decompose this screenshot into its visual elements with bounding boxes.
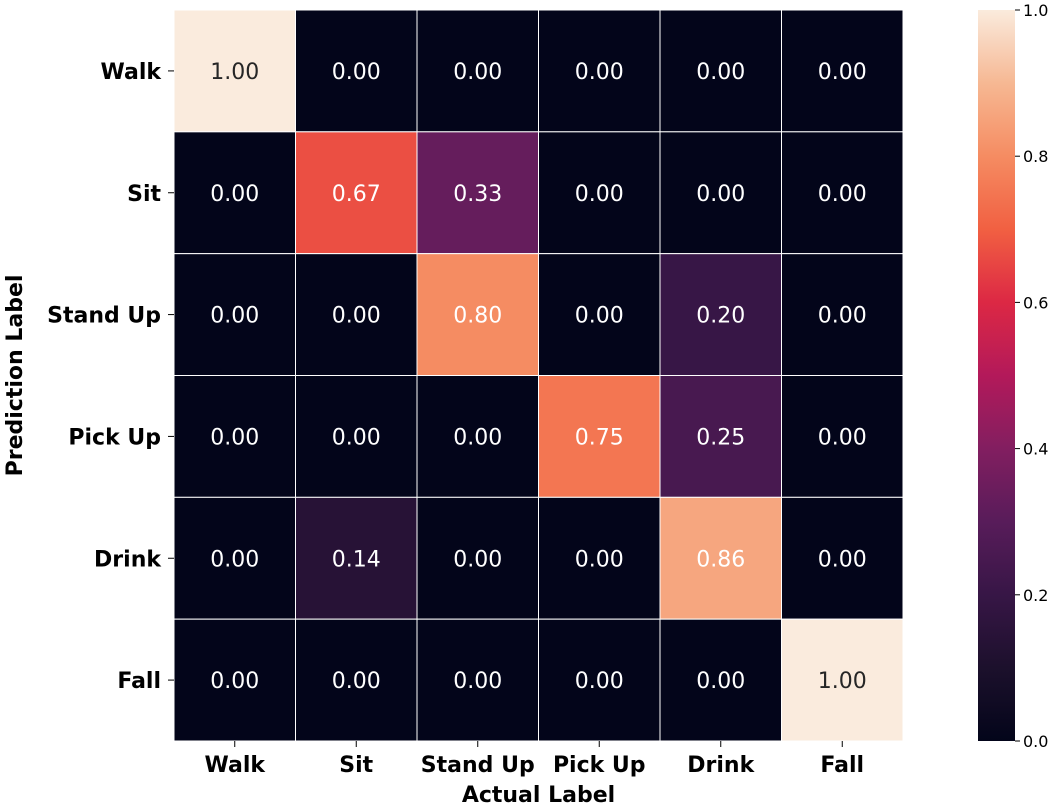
cell-value-label: 0.80 [453, 304, 502, 329]
heatmap-cells: 1.00 0.00 0.00 0.00 0.00 0.00 0.00 0.67 0.33 0.00… [173, 9, 904, 742]
heatmap-cell [173, 618, 296, 742]
heatmap-cell [538, 496, 661, 620]
heatmap-cell [659, 9, 782, 133]
y-tick-label: Pick Up [68, 425, 161, 450]
cell-value-label: 0.00 [818, 547, 867, 572]
colorbar-tick-label: 0.6 [1023, 293, 1048, 312]
heatmap-cell [173, 253, 296, 377]
cell-value-label: 0.00 [575, 304, 624, 329]
cell-value-label: 0.25 [696, 425, 745, 450]
heatmap-cell [173, 9, 296, 133]
heatmap-cell [659, 375, 782, 498]
heatmap-cell [416, 9, 539, 133]
colorbar-tick-label: 1.0 [1023, 1, 1048, 20]
cell-value-label: 0.00 [210, 425, 259, 450]
cell-value-label: 0.00 [210, 182, 259, 207]
cell-value-label: 0.00 [818, 304, 867, 329]
cell-value-label: 0.00 [332, 304, 381, 329]
cell-value-label: 0.00 [210, 669, 259, 694]
x-tick-label: Sit [339, 753, 373, 778]
heatmap-cell [295, 375, 418, 498]
cell-value-label: 0.00 [696, 60, 745, 85]
heatmap-cell [295, 9, 418, 133]
x-tick-label: Walk [205, 753, 267, 778]
heatmap-cell [781, 618, 904, 742]
cell-value-label: 0.00 [453, 425, 502, 450]
cell-value-label: 0.00 [210, 304, 259, 329]
cell-value-label: 0.00 [453, 547, 502, 572]
colorbar-tick-label: 0.0 [1023, 732, 1048, 751]
heatmap-cell [295, 131, 418, 255]
cell-value-label: 0.00 [696, 669, 745, 694]
cell-value-label: 0.14 [332, 547, 381, 572]
cell-value-label: 0.86 [696, 547, 745, 572]
colorbar-tick-label: 0.2 [1023, 586, 1048, 605]
y-axis-label: Prediction Label [3, 275, 28, 477]
heatmap-cell [416, 253, 539, 377]
heatmap-cell [781, 375, 904, 498]
heatmap-cell [781, 131, 904, 255]
cell-value-label: 0.00 [818, 60, 867, 85]
cell-value-label: 0.00 [575, 182, 624, 207]
heatmap-cell [781, 496, 904, 620]
cell-value-label: 0.00 [210, 547, 259, 572]
cell-value-label: 0.00 [575, 547, 624, 572]
colorbar-tick-label: 0.4 [1023, 440, 1048, 459]
x-tick-label: Drink [687, 753, 755, 778]
cell-value-label: 0.67 [332, 182, 381, 207]
heatmap-cell [416, 496, 539, 620]
cell-value-label: 0.00 [332, 425, 381, 450]
heatmap-cell [659, 618, 782, 742]
cell-value-label: 0.75 [575, 425, 624, 450]
x-tick-label: Stand Up [421, 753, 535, 778]
cell-value-label: 0.33 [453, 182, 502, 207]
x-tick-label: Pick Up [553, 753, 646, 778]
cell-value-label: 0.00 [453, 60, 502, 85]
cell-value-label: 0.00 [575, 60, 624, 85]
heatmap-cell [538, 131, 661, 255]
cell-value-label: 0.00 [453, 669, 502, 694]
heatmap-cell [781, 9, 904, 133]
x-axis-ticks: Walk Sit Stand Up Pick Up Drink Fall [205, 741, 864, 778]
cell-value-label: 0.00 [332, 669, 381, 694]
x-tick-label: Fall [820, 753, 864, 778]
heatmap-cell [659, 253, 782, 377]
y-tick-label: Walk [101, 60, 163, 85]
cell-value-label: 1.00 [210, 60, 259, 85]
colorbar-tick-label: 0.8 [1023, 147, 1048, 166]
y-tick-label: Fall [117, 669, 161, 694]
heatmap-cell [295, 253, 418, 377]
heatmap-cell [659, 496, 782, 620]
heatmap-cell [538, 375, 661, 498]
colorbar-gradient [978, 10, 1015, 741]
heatmap-cell [416, 375, 539, 498]
y-tick-label: Drink [94, 547, 162, 572]
y-tick-label: Sit [127, 182, 161, 207]
heatmap-cell [781, 253, 904, 377]
cell-value-label: 0.00 [818, 182, 867, 207]
cell-value-label: 0.00 [696, 182, 745, 207]
cell-value-label: 0.00 [818, 425, 867, 450]
y-axis-ticks: Walk Sit Stand Up Pick Up Drink Fall [47, 60, 174, 694]
y-tick-label: Stand Up [47, 304, 161, 329]
colorbar: 0.0 0.2 0.4 0.6 0.8 1.0 [978, 1, 1048, 751]
heatmap-cell [173, 375, 296, 498]
cell-value-label: 0.20 [696, 304, 745, 329]
x-axis-label: Actual Label [462, 783, 615, 806]
heatmap-cell [538, 9, 661, 133]
cell-value-label: 0.00 [332, 60, 381, 85]
cell-value-label: 1.00 [818, 669, 867, 694]
cell-value-label: 0.00 [575, 669, 624, 694]
heatmap-cell [173, 496, 296, 620]
heatmap-cell [538, 253, 661, 377]
